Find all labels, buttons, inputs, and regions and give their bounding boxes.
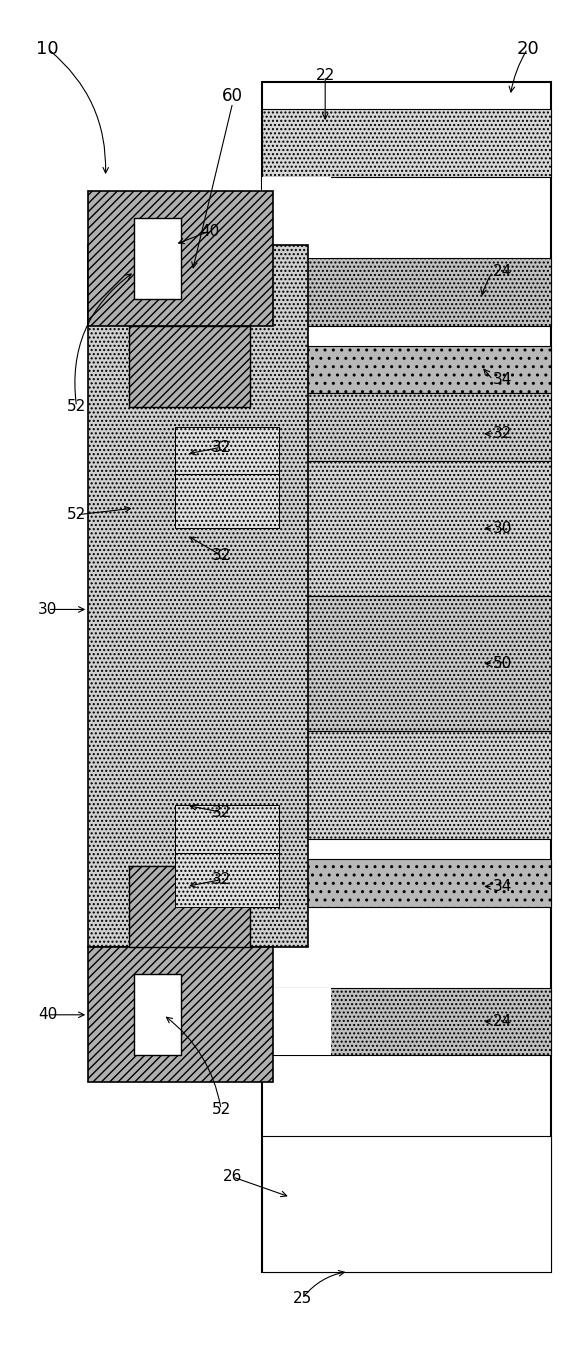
Bar xyxy=(175,853,279,907)
Bar xyxy=(261,259,551,326)
Text: 40: 40 xyxy=(200,223,219,238)
Bar xyxy=(261,988,551,1055)
Bar xyxy=(134,975,181,1055)
Text: 52: 52 xyxy=(211,1102,231,1117)
Bar xyxy=(261,988,331,1055)
Text: 50: 50 xyxy=(493,655,512,672)
Bar xyxy=(261,177,331,259)
Text: 52: 52 xyxy=(67,508,86,523)
Bar xyxy=(175,806,279,853)
Text: 25: 25 xyxy=(292,1292,311,1307)
Text: 26: 26 xyxy=(223,1170,242,1185)
Text: 24: 24 xyxy=(493,264,512,279)
Text: 34: 34 xyxy=(493,879,512,894)
Bar xyxy=(88,191,273,326)
Text: 32: 32 xyxy=(211,548,231,563)
Bar xyxy=(175,474,279,528)
Bar xyxy=(261,860,551,907)
Bar xyxy=(261,1136,551,1271)
Bar xyxy=(261,110,551,177)
Text: 32: 32 xyxy=(211,440,231,455)
Bar xyxy=(175,427,279,474)
Text: 40: 40 xyxy=(38,1007,58,1022)
Text: 20: 20 xyxy=(516,39,539,58)
Bar xyxy=(88,245,308,948)
Bar xyxy=(261,83,551,1271)
Text: 60: 60 xyxy=(222,87,243,106)
Bar xyxy=(88,948,273,1082)
Text: 52: 52 xyxy=(67,399,86,414)
Bar xyxy=(261,596,551,731)
Text: 22: 22 xyxy=(315,68,335,83)
Bar xyxy=(128,867,250,948)
Text: 24: 24 xyxy=(493,1014,512,1029)
Text: 32: 32 xyxy=(493,427,512,441)
Bar xyxy=(261,393,551,460)
Text: 34: 34 xyxy=(493,372,512,387)
Bar xyxy=(128,326,250,406)
Bar xyxy=(261,347,551,393)
Text: 32: 32 xyxy=(211,804,231,819)
Bar xyxy=(134,218,181,299)
Text: 30: 30 xyxy=(38,603,58,617)
Text: 30: 30 xyxy=(493,521,512,536)
Text: 32: 32 xyxy=(211,872,231,887)
Bar xyxy=(261,460,551,596)
Text: 10: 10 xyxy=(37,39,59,58)
Bar xyxy=(261,731,551,839)
